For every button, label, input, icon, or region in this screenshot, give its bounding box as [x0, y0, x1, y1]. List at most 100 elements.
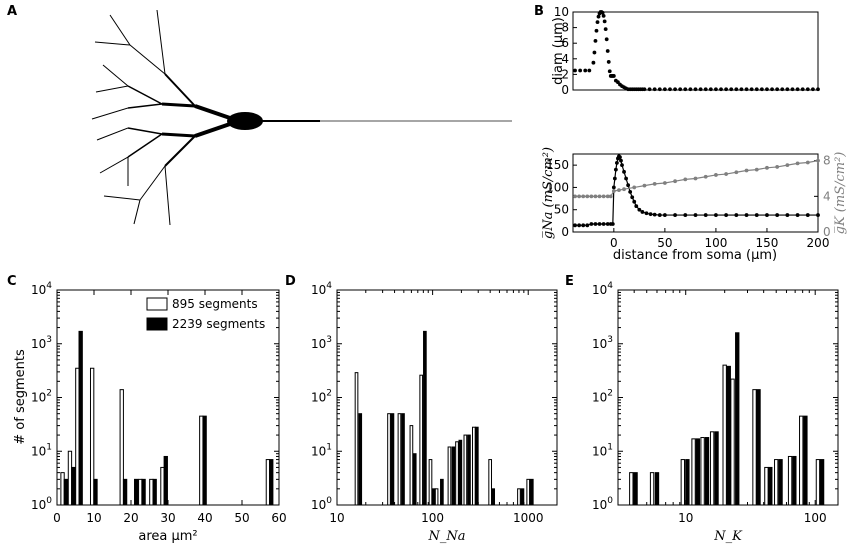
area-bar: [71, 466, 76, 506]
nk-bar: [803, 415, 808, 506]
gNa-point: [795, 213, 800, 217]
area-y-tick-base: 10: [31, 498, 46, 512]
dendrite-branch: [127, 133, 163, 158]
nna-y-tick-label: 100: [311, 496, 332, 512]
nk-y-tick-base: 10: [592, 283, 607, 297]
diameter-point: [816, 87, 820, 92]
nna-y-tick-exponent: 3: [326, 335, 332, 345]
diameter-point: [719, 87, 723, 92]
area-y-tick-label: 102: [31, 389, 52, 405]
gK-point: [754, 167, 759, 172]
nk-bar: [709, 431, 715, 506]
nk-y-tick-exponent: 2: [607, 389, 613, 399]
distance-x-tick-label: 0: [610, 236, 618, 250]
area-y-tick-exponent: 3: [46, 335, 52, 345]
nk-bar: [730, 378, 735, 506]
nk-y-tick-label: 100: [592, 496, 613, 512]
diameter-point: [600, 10, 605, 15]
nna-bar: [401, 413, 405, 506]
dendrite-tree: [91, 9, 231, 226]
nna-y-tick-label: 102: [311, 389, 332, 405]
nna-y-tick-base: 10: [311, 283, 326, 297]
diameter-series: [573, 10, 820, 92]
area-bar: [122, 478, 128, 506]
diameter-point: [606, 60, 611, 64]
nk-bar: [654, 472, 660, 506]
gNa-point: [703, 213, 708, 217]
gNa-point: [775, 213, 780, 217]
area-bar: [93, 478, 98, 506]
diameter-point: [754, 87, 759, 92]
gna-y-label: g̅Na (mS/cm²): [541, 147, 556, 239]
gK-point: [765, 165, 769, 170]
diameter-point: [607, 69, 612, 74]
diameter-point: [708, 87, 713, 92]
diameter-point: [759, 87, 764, 92]
nk-y-tick-base: 10: [592, 337, 607, 351]
gK-point: [617, 188, 621, 193]
gK-point: [816, 158, 820, 163]
nna-y-tick-exponent: 0: [326, 496, 332, 506]
nk-y-tick-exponent: 3: [607, 335, 613, 345]
dendrite-branch: [91, 107, 129, 120]
diameter-point: [734, 87, 739, 92]
nna-bar: [419, 374, 424, 506]
nk-bar: [787, 455, 793, 506]
dendrite-branch: [94, 41, 131, 46]
gNa-point: [744, 213, 749, 217]
nk-bar: [792, 455, 797, 506]
conductance-series: [573, 154, 820, 228]
nk-bar: [714, 431, 719, 506]
diameter-y-tick-label: 0: [561, 83, 569, 97]
gK-point: [734, 170, 739, 175]
panel-letter-e: E: [565, 274, 574, 289]
gK-point: [593, 194, 598, 199]
nna-y-tick-base: 10: [311, 391, 326, 405]
diameter-point: [683, 87, 688, 92]
area-x-ticks: 0 10 20 30 40 50 60: [53, 290, 287, 525]
nk-bar: [704, 437, 710, 506]
area-y-tick-base: 10: [31, 391, 46, 405]
area-x-tick-label: 50: [234, 511, 249, 525]
nna-bar: [390, 413, 395, 506]
conductance-x-ticks: 0 50 100 150 200: [610, 228, 829, 250]
diameter-point: [810, 87, 815, 92]
gNa-point: [734, 213, 739, 217]
nna-bar: [431, 488, 436, 506]
conductance-plot: 0 50 100 150 0 4 8 0 50 100 150 200 distance from…: [541, 147, 848, 263]
area-bar: [119, 389, 124, 506]
nna-y-tick-label: 103: [311, 335, 332, 351]
nk-y-tick-base: 10: [592, 498, 607, 512]
diameter-y-tick-label: 8: [561, 21, 569, 35]
nna-bar: [423, 330, 427, 506]
diameter-point: [596, 14, 601, 19]
nna-bar: [354, 372, 359, 506]
gK-point: [785, 163, 790, 168]
gK-point: [724, 172, 729, 176]
nna-x-tick-label: 1000: [513, 511, 544, 525]
diameter-point: [604, 37, 609, 42]
nna-bar: [447, 446, 452, 506]
diameter-point: [593, 38, 598, 43]
area-bar: [78, 330, 83, 506]
gK-point: [744, 168, 749, 173]
dendrite-branch: [133, 199, 141, 225]
gk-y-tick-label: 8: [823, 154, 831, 168]
area-y-tick-base: 10: [31, 444, 46, 458]
area-bar: [134, 478, 139, 506]
panel-letter-d: D: [285, 274, 296, 289]
gK-point: [608, 194, 613, 199]
gNa-point: [785, 213, 790, 217]
nk-bar: [764, 466, 769, 506]
nna-bar: [517, 488, 521, 506]
gK-point: [714, 173, 718, 177]
nna-bar: [455, 441, 459, 506]
dendrite-branch: [127, 85, 163, 105]
dendrite-branch: [127, 103, 163, 109]
gNa-point: [765, 213, 769, 217]
nna-x-ticks: 10 100 1000: [329, 290, 543, 525]
gNa-point: [605, 222, 610, 226]
